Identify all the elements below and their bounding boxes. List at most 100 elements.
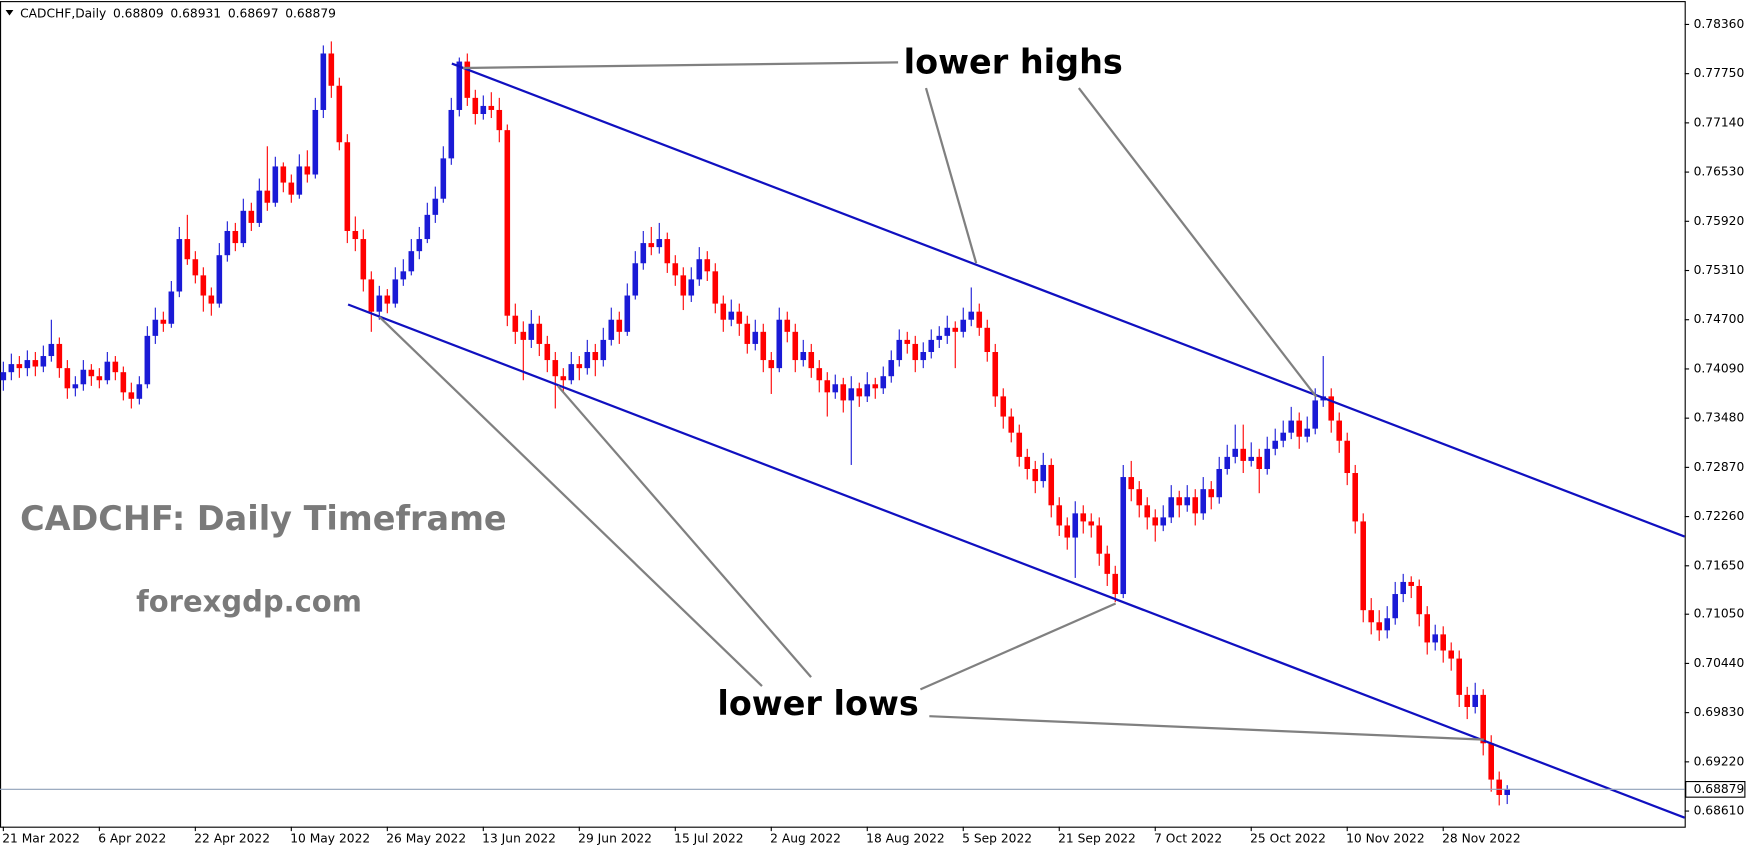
candle-body	[96, 376, 103, 381]
candle-body	[408, 251, 415, 272]
candle-body	[1048, 464, 1055, 506]
candle-body	[512, 315, 519, 332]
header: CADCHF,Daily 0.68809 0.68931 0.68697 0.68879	[20, 6, 336, 20]
y-tick-label: 0.75920	[1694, 214, 1745, 228]
menu-arrow[interactable]	[5, 9, 14, 16]
candle-body	[904, 339, 911, 344]
candle-body	[880, 376, 887, 389]
candle-body	[16, 364, 23, 369]
x-tick-label: 2 Aug 2022	[770, 831, 841, 845]
candle-body	[320, 53, 327, 110]
candle-body	[360, 239, 367, 280]
candle-body	[496, 109, 503, 131]
candle-body	[344, 142, 351, 231]
candle-body	[1368, 610, 1375, 623]
y-tick-label: 0.76530	[1694, 165, 1745, 179]
candle-body	[1160, 517, 1167, 526]
candle-body	[616, 319, 623, 332]
candle-body	[8, 364, 15, 373]
candle-body	[1000, 396, 1007, 417]
candle-body	[688, 279, 695, 296]
candle-body	[664, 239, 671, 264]
candle-body	[840, 384, 847, 401]
y-tick-label: 0.77140	[1694, 115, 1745, 129]
candle-body	[600, 339, 607, 361]
candle-body	[952, 327, 959, 332]
candle-body	[192, 259, 199, 276]
candle-body	[1504, 789, 1510, 796]
candle-body	[144, 335, 151, 385]
candle-body	[1424, 614, 1431, 643]
candle-body	[976, 311, 983, 328]
channel-lower	[347, 303, 1686, 819]
candle-body	[696, 259, 703, 280]
candle-body	[1208, 489, 1215, 498]
candle-body	[1008, 416, 1015, 433]
candle-body	[504, 130, 511, 316]
candle-body	[928, 339, 935, 353]
candle-body	[1064, 525, 1071, 538]
candle-body	[656, 239, 663, 248]
candle-body	[464, 61, 471, 98]
candle-body	[608, 319, 615, 340]
candle-body	[0, 372, 7, 381]
candle-body	[1376, 622, 1383, 631]
y-tick-label: 0.68610	[1694, 804, 1745, 818]
annotation: lower lows	[717, 684, 918, 723]
y-tick-label: 0.73480	[1694, 411, 1745, 425]
candle-body	[1136, 489, 1143, 506]
candle-body	[832, 384, 839, 393]
candle-body	[592, 352, 599, 361]
candle-body	[672, 263, 679, 276]
candle-body	[88, 369, 95, 377]
candle-body	[1128, 477, 1135, 490]
candle-body	[704, 259, 711, 272]
candle-body	[432, 198, 439, 215]
candle-body	[208, 295, 215, 304]
annotation: lower highs	[904, 43, 1123, 82]
candle-body	[1496, 779, 1502, 796]
x-tick-label: 10 Nov 2022	[1346, 831, 1425, 845]
pointer	[462, 61, 899, 70]
candle-body	[896, 339, 903, 361]
candle-body	[1192, 497, 1199, 514]
x-tick-label: 6 Apr 2022	[98, 831, 166, 845]
candle-body	[304, 166, 311, 175]
plot-frame	[0, 1, 1686, 828]
candle-body	[1360, 521, 1367, 611]
y-tick-label: 0.72870	[1694, 460, 1745, 474]
candle-body	[536, 323, 543, 344]
y-tick-label: 0.71050	[1694, 607, 1745, 621]
candle-body	[1024, 456, 1031, 469]
symbol: CADCHF,Daily	[20, 6, 106, 20]
candle-body	[488, 105, 495, 110]
candle-body	[1256, 456, 1263, 469]
candle-body	[728, 311, 735, 320]
candle-body	[752, 331, 759, 344]
candle-body	[1400, 581, 1407, 595]
pointers	[378, 61, 1484, 741]
candle-body	[160, 319, 167, 324]
candle-body	[1096, 525, 1103, 554]
pointer	[378, 315, 763, 687]
candle-body	[296, 166, 303, 195]
candle-body	[680, 275, 687, 296]
candle-body	[1104, 553, 1111, 574]
candle-body	[1112, 573, 1119, 595]
candle-body	[168, 291, 175, 324]
candle-body	[216, 255, 223, 304]
candle-body	[1480, 694, 1486, 744]
candle-body	[1352, 473, 1359, 522]
pointer	[1077, 87, 1318, 398]
candle-body	[960, 319, 967, 332]
candle-body	[848, 388, 855, 401]
candle-body	[920, 352, 927, 361]
candle-body	[376, 295, 383, 312]
candle-body	[888, 360, 895, 377]
candle-body	[984, 327, 991, 353]
candle-body	[176, 239, 183, 292]
candle-body	[440, 158, 447, 199]
candle-body	[1488, 743, 1494, 780]
